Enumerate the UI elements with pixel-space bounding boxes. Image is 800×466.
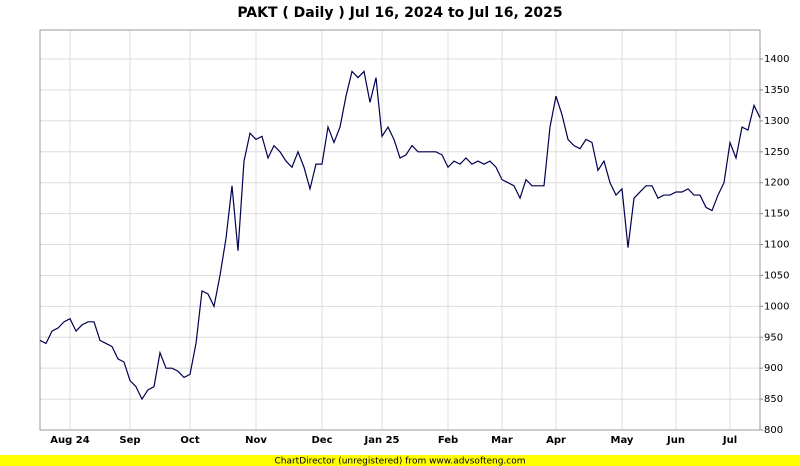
y-tick-label: 900 — [764, 363, 783, 374]
x-tick-label: Jan 25 — [364, 435, 400, 446]
footer-bar — [0, 455, 800, 466]
plot-border — [39, 29, 761, 431]
y-tick-label: 1000 — [764, 301, 789, 312]
x-tick-label: Sep — [119, 435, 140, 446]
y-tick-label: 1250 — [764, 147, 789, 158]
y-tick-label: 1400 — [764, 54, 789, 65]
plot-area — [40, 30, 760, 430]
y-tick-label: 850 — [764, 394, 783, 405]
x-tick-label: May — [611, 435, 634, 446]
x-tick-label: Dec — [311, 435, 332, 446]
x-tick-label: Jun — [666, 435, 685, 446]
y-tick-label: 1050 — [764, 270, 789, 281]
y-tick-label: 1200 — [764, 178, 789, 189]
x-tick-label: Aug 24 — [50, 435, 89, 446]
y-tick-label: 1100 — [764, 240, 789, 251]
x-tick-label: Feb — [438, 435, 458, 446]
y-tick-label: 950 — [764, 332, 783, 343]
y-tick-label: 1350 — [764, 85, 789, 96]
x-tick-label: Oct — [180, 435, 199, 446]
chart-title: PAKT ( Daily ) Jul 16, 2024 to Jul 16, 2… — [237, 5, 562, 21]
x-tick-label: Mar — [491, 435, 513, 446]
price-line — [39, 70, 761, 401]
footer: ChartDirector (unregistered) from www.ad… — [274, 457, 525, 466]
y-tick-label: 1150 — [764, 209, 789, 220]
x-tick-label: Jul — [722, 435, 737, 446]
x-tick-label: Nov — [245, 435, 267, 446]
y-tick-label: 1300 — [764, 116, 789, 127]
x-tick-label: Apr — [546, 435, 566, 446]
y-tick-label: 800 — [764, 425, 783, 436]
